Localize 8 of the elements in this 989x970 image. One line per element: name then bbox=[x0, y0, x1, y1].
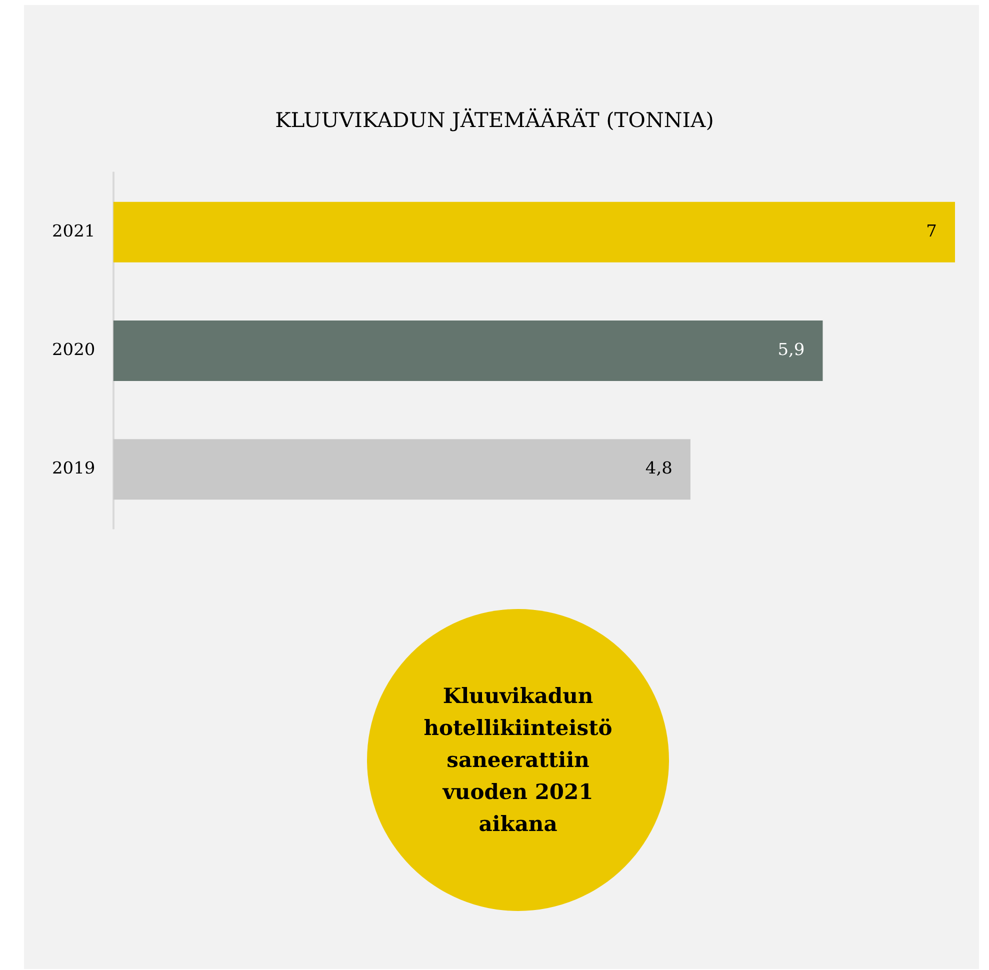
y-tick-label: 2021 bbox=[52, 220, 96, 240]
data-label: 5,9 bbox=[778, 339, 805, 359]
circle-badge: Kluuvikadun hotellikiinteistö saneerattiin vuoden 2021 aikana bbox=[367, 609, 669, 911]
data-label: 7 bbox=[926, 220, 937, 240]
data-label: 4,8 bbox=[645, 458, 672, 478]
y-tick-label: 2019 bbox=[52, 458, 96, 478]
chart-title: KLUUVIKADUN JÄTEMÄÄRÄT (TONNIA) bbox=[275, 107, 714, 132]
y-tick-label: 2020 bbox=[52, 339, 96, 359]
